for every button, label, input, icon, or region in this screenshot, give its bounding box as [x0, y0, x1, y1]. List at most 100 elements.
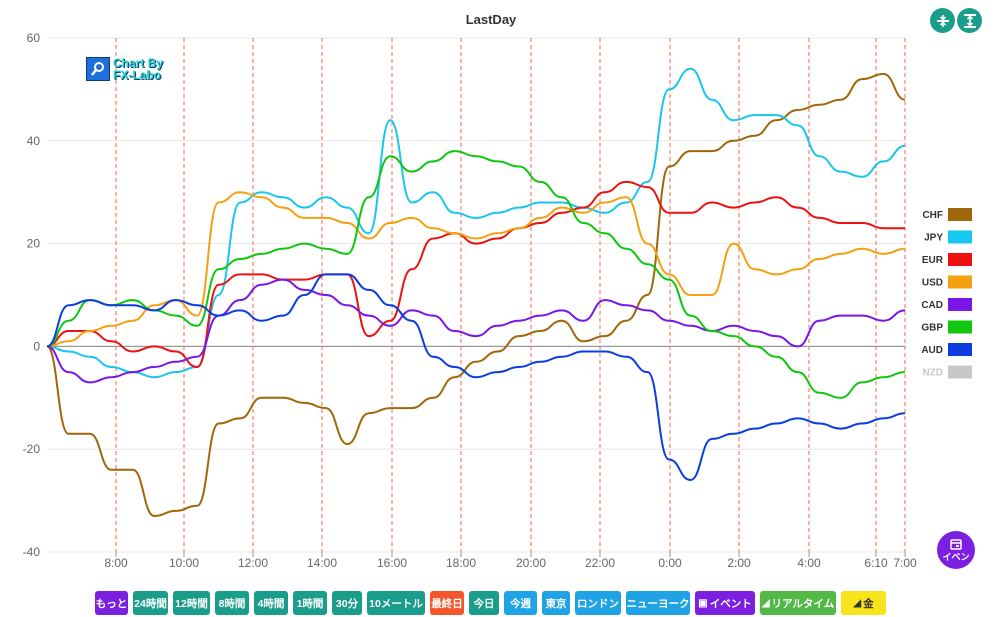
toolbar-button-label: 1時間 [296, 597, 324, 610]
search-chart-icon [86, 57, 110, 81]
event-fab-label: イベン [942, 551, 970, 562]
chart-icon: ◢ [853, 597, 862, 609]
series-line-jpy [46, 67, 906, 379]
toolbar-button-label: 30分 [335, 597, 359, 610]
legend-item-jpy[interactable]: JPY [924, 230, 972, 244]
legend-label: GBP [921, 323, 943, 334]
legend-swatch [948, 365, 972, 379]
legend-label: AUD [921, 345, 943, 356]
compress-button[interactable] [930, 8, 955, 33]
toolbar-button-label: 8時間 [218, 597, 246, 610]
legend[interactable]: CHF JPY EUR USD CAD GBP AUD NZD [921, 208, 972, 379]
toolbar-button-11[interactable]: 東京 [542, 591, 570, 615]
series-line-gbp [46, 150, 906, 399]
legend-label: CHF [922, 210, 943, 221]
legend-item-nzd[interactable]: NZD [922, 365, 972, 379]
logo-line-2: FX-Labo [113, 68, 161, 82]
legend-label: NZD [922, 368, 943, 379]
legend-swatch [948, 230, 972, 244]
logo: Chart By FX-Labo [86, 57, 163, 81]
logo-line-1: Chart By [113, 56, 164, 70]
toolbar-button-16[interactable]: ◢ 金 [841, 591, 886, 615]
calendar-icon [950, 538, 962, 550]
event-fab-button[interactable]: イベン [937, 531, 975, 569]
x-tick-label: 0:00 [658, 556, 682, 570]
toolbar-button-14[interactable]: ▣ イベント [695, 591, 755, 615]
toolbar-button-label: 最終日 [431, 597, 463, 610]
x-tick-label: 8:00 [104, 556, 128, 570]
expand-icon [963, 13, 976, 28]
compress-icon [936, 14, 949, 27]
x-tick-label: 10:00 [169, 556, 199, 570]
legend-swatch [948, 208, 972, 221]
x-tick-label: 4:00 [797, 556, 821, 570]
legend-label: USD [922, 278, 943, 289]
series-line-aud [46, 273, 906, 481]
toolbar-button-label: 4時間 [257, 597, 285, 610]
toolbar-button-label: 今日 [473, 597, 495, 610]
toolbar-button-label: ニューヨーク [626, 597, 690, 610]
x-tick-label: 2:00 [727, 556, 751, 570]
expand-button[interactable] [957, 8, 982, 33]
legend-label: JPY [924, 233, 943, 244]
toolbar-button-label: リアルタイム [771, 597, 835, 610]
toolbar-button-6[interactable]: 30分 [332, 591, 362, 615]
y-tick-label: 0 [33, 339, 40, 353]
y-tick-label: 60 [27, 31, 41, 45]
toolbar-button-0[interactable]: もっと [95, 591, 128, 615]
toolbar-button-label: 東京 [545, 597, 567, 610]
toolbar-button-10[interactable]: 今週 [504, 591, 537, 615]
series-line-eur [46, 180, 905, 368]
x-axis: 8:00 10:00 12:00 14:00 16:00 18:00 20:00 22:00 0… [104, 552, 917, 570]
chart-icon: ◢ [761, 597, 770, 609]
x-tick-label: 18:00 [446, 556, 476, 570]
x-tick-label: 6:10 [864, 556, 888, 570]
toolbar-button-label: もっと [95, 597, 128, 610]
legend-label: EUR [922, 255, 944, 266]
toolbar-button-3[interactable]: 8時間 [215, 591, 249, 615]
toolbar-button-label: 24時間 [134, 597, 167, 610]
toolbar-button-12[interactable]: ロンドン [575, 591, 621, 615]
chart-title: LastDay [466, 12, 517, 27]
legend-swatch [948, 275, 972, 289]
legend-swatch [948, 298, 972, 311]
legend-item-gbp[interactable]: GBP [921, 320, 972, 334]
calendar-icon: ▣ [698, 597, 708, 609]
toolbar-button-7[interactable]: 10メートル [367, 591, 425, 615]
x-tick-label: 14:00 [307, 556, 337, 570]
y-tick-label: -40 [23, 545, 41, 559]
y-tick-label: -20 [23, 442, 41, 456]
toolbar-button-label: ロンドン [577, 597, 619, 610]
series-line-chf [46, 73, 906, 517]
toolbar-button-2[interactable]: 12時間 [173, 591, 210, 615]
x-tick-label: 16:00 [377, 556, 407, 570]
toolbar-button-9[interactable]: 今日 [469, 591, 499, 615]
legend-swatch [948, 253, 972, 266]
legend-item-chf[interactable]: CHF [922, 208, 972, 221]
toolbar-button-8[interactable]: 最終日 [430, 591, 464, 615]
toolbar-button-13[interactable]: ニューヨーク [626, 591, 690, 615]
toolbar-button-5[interactable]: 1時間 [293, 591, 327, 615]
legend-item-aud[interactable]: AUD [921, 343, 972, 356]
x-tick-label: 7:00 [893, 556, 917, 570]
legend-label: CAD [921, 300, 943, 311]
y-tick-label: 40 [27, 134, 41, 148]
toolbar-button-label: 10メートル [369, 597, 423, 610]
legend-swatch [948, 343, 972, 356]
toolbar-button-1[interactable]: 24時間 [133, 591, 168, 615]
toolbar-button-4[interactable]: 4時間 [254, 591, 288, 615]
session-lines [115, 38, 906, 552]
legend-item-usd[interactable]: USD [922, 275, 972, 289]
toolbar-button-label: 金 [863, 597, 874, 610]
toolbar-button-label: 12時間 [175, 597, 208, 610]
toolbar-button-label: イベント [709, 597, 752, 610]
legend-item-eur[interactable]: EUR [922, 253, 972, 266]
toolbar: もっと 24時間 12時間 8時間 4時間 1時間 30分 10メートル 最終日 今日 今週 東京 ロン… [95, 591, 886, 615]
series-group [46, 67, 906, 517]
y-tick-label: 20 [27, 237, 41, 251]
toolbar-button-15[interactable]: ◢ リアルタイム [760, 591, 836, 615]
series-line-usd [46, 191, 906, 348]
x-tick-label: 20:00 [516, 556, 546, 570]
legend-item-cad[interactable]: CAD [921, 298, 972, 311]
